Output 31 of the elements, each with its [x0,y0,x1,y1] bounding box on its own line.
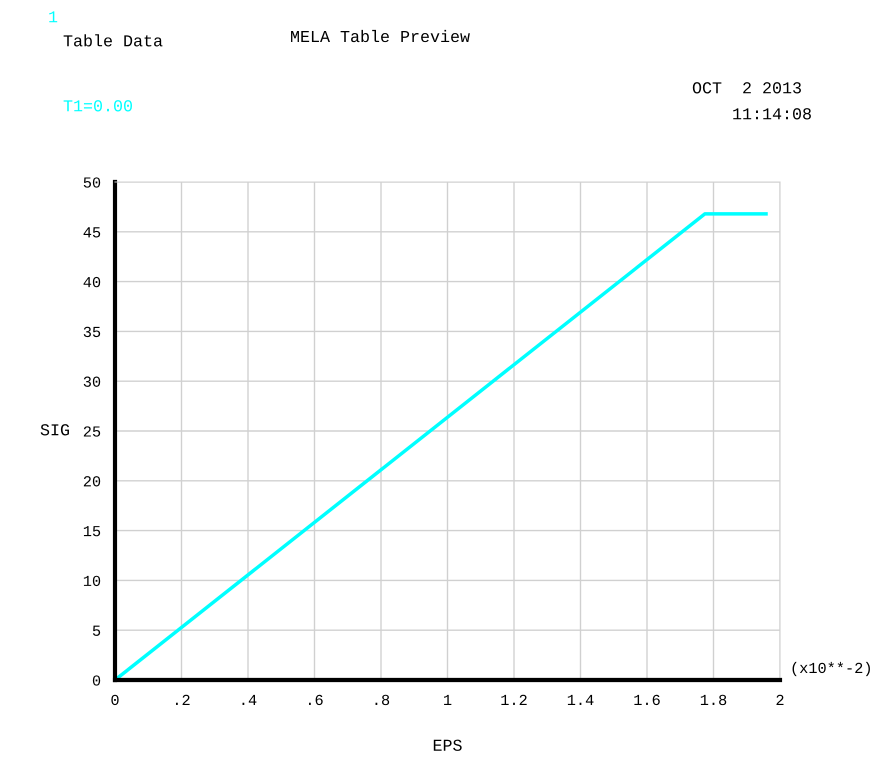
x-tick-label: 2 [776,694,784,705]
text: 11:14:08 [733,108,811,120]
y-tick-label: 50 [84,177,100,188]
text: Table Data [64,34,162,46]
x-tick-label: .2 [176,694,190,705]
text: T1=0.00 [64,100,132,112]
y-tick-label: 10 [84,576,100,586]
y-tick-label: 30 [84,376,100,387]
y-tick-label: 15 [84,526,100,536]
x-tick-label: .8 [376,694,390,706]
x-tick-label: 1 [444,694,452,705]
x-tick-label: 1.4 [568,694,594,705]
y-axis-title: SIG [40,424,69,436]
x-tick-label: 1.6 [634,694,660,706]
y-tick-label: 5 [92,626,100,636]
y-tick-label: 25 [84,426,100,437]
y-tick-label: 45 [84,227,100,238]
y-tick-label: 20 [84,476,100,486]
x-tick-label: 0 [111,694,119,706]
x-tick-label: .4 [242,694,256,705]
chart-title: MELA Table Preview [291,30,470,42]
text: 1 [49,11,58,22]
y-tick-label: 40 [84,276,100,288]
x-tick-label: 1.2 [501,694,527,705]
x-axis-title: EPS [434,740,462,751]
x-tick-label: 1.8 [700,694,726,706]
text: (x10**-2) [792,662,870,676]
x-tick-label: .6 [309,694,323,706]
y-tick-label: 0 [92,675,100,686]
text: OCT 2 2013 [692,82,801,94]
y-tick-label: 35 [84,326,100,338]
